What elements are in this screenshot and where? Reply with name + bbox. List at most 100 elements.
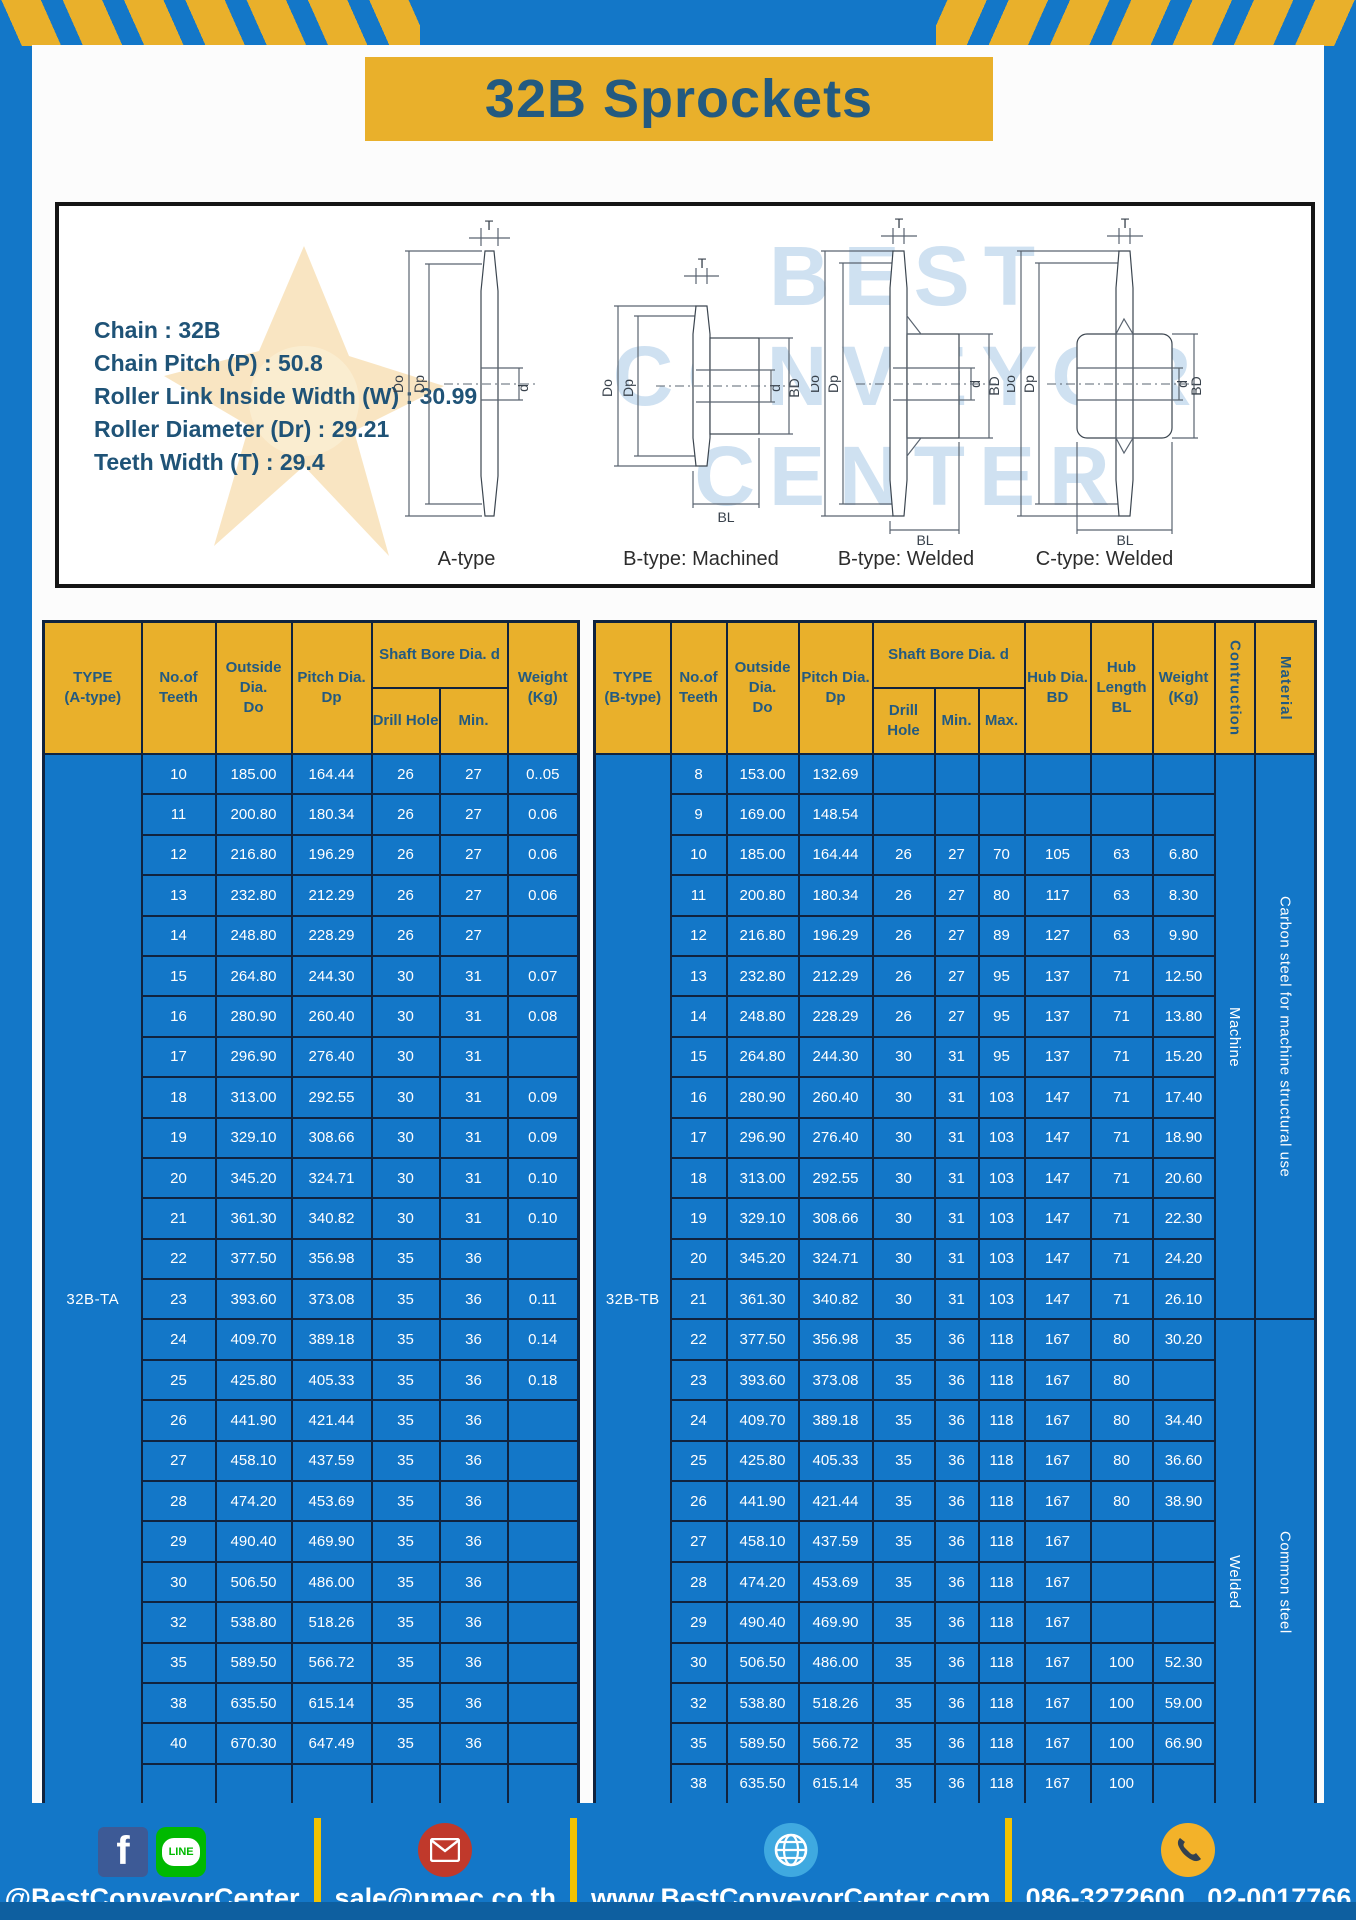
table-cell xyxy=(1151,1762,1216,1806)
table-cell: 167 xyxy=(1023,1318,1092,1361)
table-cell: 486.00 xyxy=(290,1560,373,1604)
table-row xyxy=(44,1762,580,1806)
table-cell: 35 xyxy=(370,1318,441,1361)
table-cell: 474.20 xyxy=(214,1480,293,1523)
table-cell: 17 xyxy=(140,1035,217,1079)
table-cell: 30 xyxy=(370,954,441,998)
table-cell: 36 xyxy=(438,1601,509,1644)
table-cell: 36 xyxy=(438,1641,509,1684)
table-cell xyxy=(506,1035,580,1079)
table-cell: 308.66 xyxy=(290,1116,373,1159)
table-cell: 26 xyxy=(871,874,936,917)
dim-label-bd: BD xyxy=(1188,376,1202,395)
table-cell: 490.40 xyxy=(725,1601,800,1644)
table-cell: 11 xyxy=(669,874,728,917)
table-cell: 308.66 xyxy=(797,1197,874,1240)
table-cell: 35 xyxy=(370,1399,441,1442)
table-cell: 16 xyxy=(669,1076,728,1119)
table-cell xyxy=(1151,793,1216,836)
a-type-drawing: T Do Dp d xyxy=(389,216,544,551)
spec-line: Roller Diameter (Dr) : 29.21 xyxy=(94,416,390,442)
table-cell: 11 xyxy=(140,793,217,836)
table-cell: 0..05 xyxy=(506,752,580,796)
table-cell: 63 xyxy=(1089,914,1154,957)
table-cell: 38.90 xyxy=(1151,1480,1216,1523)
dim-label-dp: Dp xyxy=(411,375,427,393)
table-cell: 35 xyxy=(370,1520,441,1563)
table-cell: 196.29 xyxy=(797,914,874,957)
table-cell: 36 xyxy=(933,1318,980,1361)
table-row: 35 589.50 566.72 35 36 118 167 100 66.90 xyxy=(595,1722,1316,1765)
table-cell: 458.10 xyxy=(725,1520,800,1563)
table-cell: 280.90 xyxy=(725,1076,800,1119)
table-cell: 35 xyxy=(871,1480,936,1523)
table-cell: 22 xyxy=(669,1318,728,1361)
table-cell: 30.20 xyxy=(1151,1318,1216,1361)
header-construction: Contruction xyxy=(1213,620,1256,755)
table-cell: 26 xyxy=(370,833,441,877)
dim-label-do: Do xyxy=(599,379,615,397)
table-row: 13 232.80 212.29 26 27 0.06 xyxy=(44,874,580,917)
table-cell xyxy=(1089,1520,1154,1563)
table-cell: 30 xyxy=(370,1197,441,1240)
header-teeth: No.of Teeth xyxy=(669,620,728,755)
table-cell: 147 xyxy=(1023,1076,1092,1119)
table-cell: 292.55 xyxy=(797,1156,874,1200)
header-drill-hole: Drill Hole xyxy=(871,687,936,755)
table-cell: 27 xyxy=(933,914,980,957)
table-cell: 103 xyxy=(977,1076,1026,1119)
table-cell: 9.90 xyxy=(1151,914,1216,957)
table-cell: 14 xyxy=(140,914,217,957)
table-cell: 26 xyxy=(669,1480,728,1523)
table-cell: 36 xyxy=(933,1722,980,1765)
table-row: 30 506.50 486.00 35 36 xyxy=(44,1560,580,1604)
table-cell: 31 xyxy=(438,1156,509,1200)
table-cell: 137 xyxy=(1023,954,1092,998)
table-cell: 100 xyxy=(1089,1722,1154,1765)
table-cell: 71 xyxy=(1089,1035,1154,1079)
table-cell: 27 xyxy=(933,995,980,1038)
table-cell: 180.34 xyxy=(290,793,373,836)
table-cell: 36 xyxy=(933,1560,980,1604)
table-cell: 26.10 xyxy=(1151,1278,1216,1321)
table-cell: 31 xyxy=(933,1116,980,1159)
table-cell xyxy=(933,793,980,836)
table-cell: 18 xyxy=(669,1156,728,1200)
footer-phone-section: 086-3272600 , 02-0017766 xyxy=(1026,1810,1351,1914)
table-cell xyxy=(1151,1601,1216,1644)
table-row: 17 296.90 276.40 30 31 103 147 71 18.90 xyxy=(595,1116,1316,1159)
table-cell: 36 xyxy=(438,1278,509,1321)
table-cell: 17.40 xyxy=(1151,1076,1216,1119)
table-cell: 244.30 xyxy=(797,1035,874,1079)
table-cell xyxy=(506,1439,580,1483)
table-cell: 167 xyxy=(1023,1722,1092,1765)
table-cell: 167 xyxy=(1023,1641,1092,1684)
table-cell: 244.30 xyxy=(290,954,373,998)
table-row: 28 474.20 453.69 35 36 xyxy=(44,1480,580,1523)
line-icon: LINE xyxy=(156,1826,207,1877)
table-cell: 137 xyxy=(1023,995,1092,1038)
table-cell: 118 xyxy=(977,1560,1026,1604)
table-cell: 30 xyxy=(871,1197,936,1240)
table-cell: 153.00 xyxy=(725,752,800,796)
header-weight: Weight (Kg) xyxy=(506,620,580,755)
table-cell: 453.69 xyxy=(797,1560,874,1604)
header-pitch-dia: Pitch Dia. Dp xyxy=(290,620,373,755)
b-type-table: TYPE (B-type) No.of Teeth Outside Dia. D… xyxy=(593,620,1317,1847)
table-cell: 185.00 xyxy=(214,752,293,796)
table-cell: 20 xyxy=(140,1156,217,1200)
table-cell: 0.09 xyxy=(506,1116,580,1159)
table-cell: 80 xyxy=(1089,1480,1154,1523)
dim-label-do: Do xyxy=(390,375,406,393)
spec-line: Roller Link Inside Width (W) : 30.99 xyxy=(94,383,478,409)
table-cell: 425.80 xyxy=(214,1358,293,1402)
table-cell xyxy=(1089,793,1154,836)
table-cell xyxy=(1151,1358,1216,1402)
header-outside-dia: Outside Dia. Do xyxy=(214,620,293,755)
table-row: 12 216.80 196.29 26 27 0.06 xyxy=(44,833,580,877)
table-cell: 393.60 xyxy=(214,1278,293,1321)
table-cell: 59.00 xyxy=(1151,1681,1216,1725)
table-cell: 167 xyxy=(1023,1560,1092,1604)
table-cell: 324.71 xyxy=(290,1156,373,1200)
